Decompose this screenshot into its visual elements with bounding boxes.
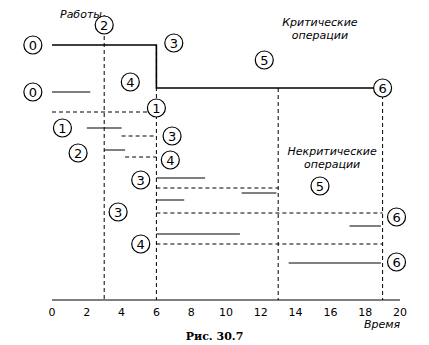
svg-text:1: 1 [58,121,66,136]
svg-text:6: 6 [392,210,400,225]
svg-text:операции: операции [304,158,360,171]
svg-text:0: 0 [29,85,37,100]
html-text:Работы: Работы [60,8,102,21]
svg-text:20: 20 [393,306,407,318]
svg-text:5: 5 [316,179,324,194]
svg-text:6: 6 [153,306,160,318]
html-text:Рис. 30.7: Рис. 30.7 [185,330,244,343]
svg-text:2: 2 [74,146,82,161]
svg-text:3: 3 [114,205,122,220]
svg-text:6: 6 [392,255,400,270]
svg-text:14: 14 [289,306,303,318]
svg-text:3: 3 [137,173,145,188]
svg-text:4: 4 [137,237,145,252]
svg-text:0: 0 [29,38,37,53]
svg-text:3: 3 [168,129,176,144]
svg-text:4: 4 [166,153,174,168]
svg-text:8: 8 [188,306,195,318]
svg-text:3: 3 [170,36,178,51]
svg-text:0: 0 [49,306,56,318]
svg-text:5: 5 [260,53,268,68]
svg-text:Некритические: Некритические [288,145,377,158]
svg-text:1: 1 [152,101,160,116]
svg-text:4: 4 [126,75,134,90]
svg-text:4: 4 [118,306,125,318]
svg-text:10: 10 [219,306,233,318]
html-text:Время: Время [364,318,401,331]
svg-text:операции: операции [292,29,348,42]
svg-text:16: 16 [323,306,337,318]
svg-text:2: 2 [83,306,90,318]
svg-text:2: 2 [100,17,109,33]
svg-text:18: 18 [358,306,372,318]
svg-text:12: 12 [254,306,268,318]
svg-text:6: 6 [378,81,386,96]
svg-text:Критические: Критические [282,16,358,29]
